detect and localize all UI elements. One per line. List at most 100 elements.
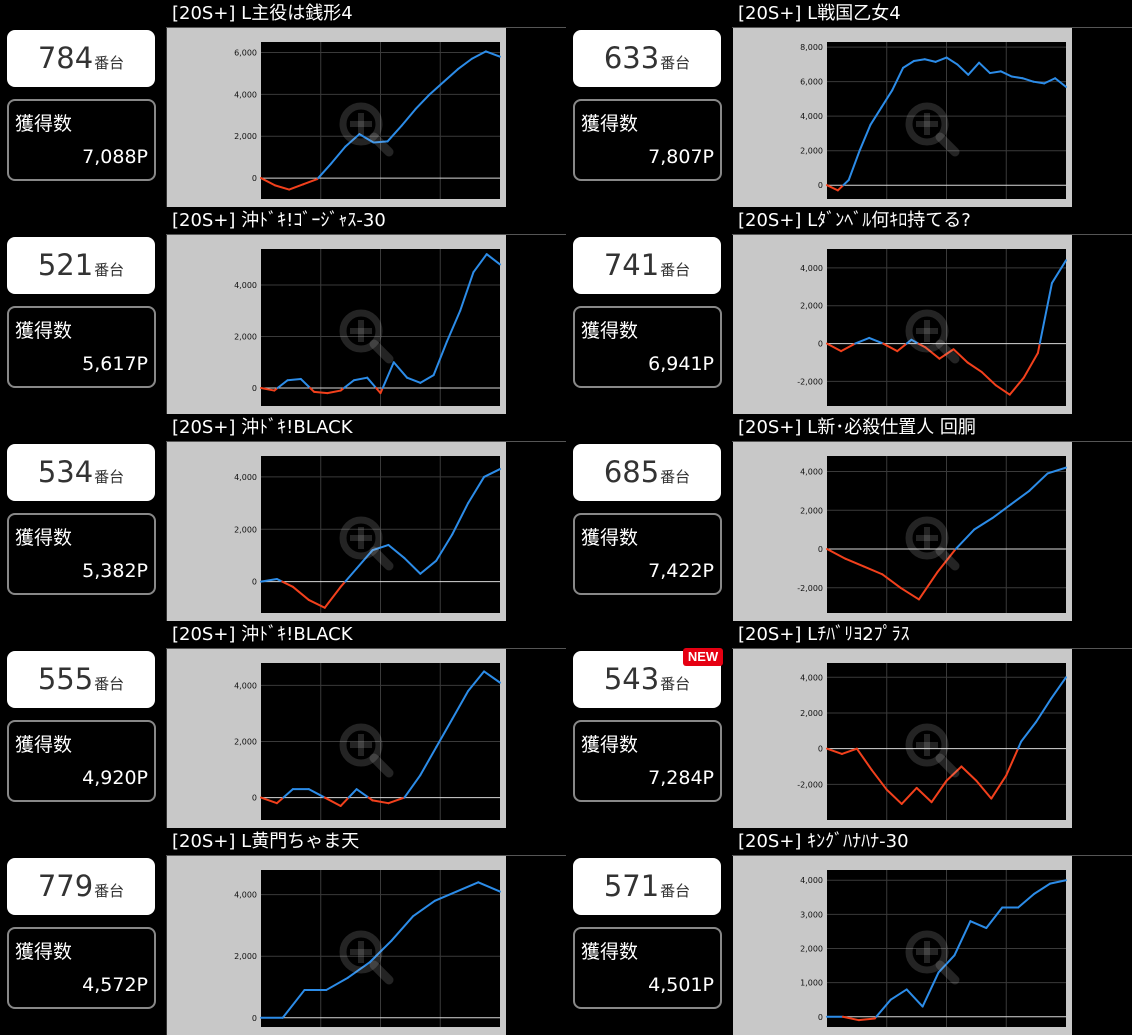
machine-number-box[interactable]: 779番台	[7, 858, 155, 915]
earned-count-box: 獲得数 7,422P	[573, 513, 722, 595]
slump-graph-svg: -2,000 0 2,000 4,000	[797, 663, 1067, 820]
slump-graph[interactable]: -2,000 0 2,000 4,000	[733, 442, 1072, 621]
zoom-in-icon[interactable]	[901, 305, 961, 365]
machine-title[interactable]: [20S+] L新･必殺仕置人 回胴	[738, 417, 976, 438]
machine-unit-633[interactable]: [20S+] L戦国乙女4 633番台 獲得数 7,807P 0 2,000 4,0…	[566, 0, 1132, 207]
machine-number-suffix: 番台	[660, 54, 691, 72]
series-segment	[924, 346, 941, 360]
machine-number-box[interactable]: 534番台	[7, 444, 155, 501]
slump-graph[interactable]: 0 2,000 4,000	[167, 856, 506, 1035]
series-segment	[352, 376, 369, 382]
zoom-in-icon[interactable]	[901, 512, 961, 572]
series-segment	[881, 573, 902, 589]
series-segment	[344, 133, 361, 148]
machine-title[interactable]: [20S+] L戦国乙女4	[738, 3, 901, 24]
series-segment	[956, 63, 970, 76]
earned-count-label: 獲得数	[581, 320, 639, 342]
machine-unit-521[interactable]: [20S+] 沖ﾄﾞｷ!ｺﾞｰｼﾞｬｽ-30 521番台 獲得数 5,617P …	[0, 207, 566, 414]
machine-unit-779[interactable]: [20S+] L黄門ちゃま天 779番台 獲得数 4,572P 0 2,000 4,…	[0, 828, 566, 1035]
earned-count-box: 獲得数 7,284P	[573, 720, 722, 802]
slump-graph[interactable]: -2,000 0 2,000 4,000	[733, 649, 1072, 828]
series-segment	[934, 56, 948, 63]
y-tick-label: -2,000	[797, 377, 823, 386]
series-segment	[844, 557, 865, 568]
earned-count-box: 獲得数 4,501P	[573, 927, 722, 1009]
slump-graph[interactable]: -2,000 0 2,000 4,000	[733, 235, 1072, 414]
zoom-in-icon[interactable]	[901, 98, 961, 158]
title-divider	[166, 27, 566, 28]
series-segment	[842, 179, 850, 187]
machine-title[interactable]: [20S+] Lﾁﾊﾞﾘﾖ2ﾌﾟﾗｽ	[738, 624, 910, 645]
series-segment	[882, 342, 899, 353]
slump-graph[interactable]: 0 2,000 4,000 6,000 8,000	[733, 28, 1072, 207]
column-divider	[166, 856, 167, 1035]
zoom-in-icon[interactable]	[335, 305, 395, 365]
slump-graph[interactable]: 0 2,000 4,000 6,000	[167, 28, 506, 207]
zoom-in-icon[interactable]	[335, 512, 395, 572]
slump-graph-svg: 0 2,000 4,000 6,000	[234, 42, 501, 199]
series-segment	[826, 184, 839, 192]
earned-count-value: 4,920P	[82, 767, 148, 789]
series-segment	[870, 769, 888, 791]
slump-graph[interactable]: 0 2,000 4,000	[167, 649, 506, 828]
series-segment	[344, 567, 358, 583]
machine-unit-571[interactable]: [20S+] ｷﾝｸﾞﾊﾅﾊﾅ-30 571番台 獲得数 4,501P 0 1,0…	[566, 828, 1132, 1035]
machine-number-box[interactable]: 784番台	[7, 30, 155, 87]
slump-graph[interactable]: 0 2,000 4,000	[167, 442, 506, 621]
series-segment	[260, 177, 277, 187]
machine-number-box[interactable]: 633番台	[573, 30, 721, 87]
slump-graph[interactable]: 0 1,000 2,000 3,000 4,000	[733, 856, 1072, 1035]
series-segment	[923, 58, 937, 63]
series-segment	[467, 670, 486, 693]
machine-number-box[interactable]: 685番台	[573, 444, 721, 501]
machine-unit-555[interactable]: [20S+] 沖ﾄﾞｷ!BLACK 555番台 獲得数 4,920P 0 2,00…	[0, 621, 566, 828]
y-tick-label: 4,000	[800, 264, 823, 273]
earned-count-label: 獲得数	[15, 941, 73, 963]
zoom-in-icon[interactable]	[335, 926, 395, 986]
series-segment	[260, 577, 278, 583]
slump-graph[interactable]: 0 2,000 4,000	[167, 235, 506, 414]
y-tick-label: 2,000	[234, 738, 257, 747]
y-tick-label: 3,000	[800, 910, 823, 919]
series-segment	[945, 765, 963, 782]
machine-number: 784	[37, 41, 94, 75]
machine-number-box[interactable]: 741番台	[573, 237, 721, 294]
series-segment	[483, 468, 501, 478]
machine-unit-784[interactable]: [20S+] L主役は銭形4 784番台 獲得数 7,088P 0 2,000 4,…	[0, 0, 566, 207]
machine-title[interactable]: [20S+] 沖ﾄﾞｷ!ｺﾞｰｼﾞｬｽ-30	[172, 210, 386, 231]
machine-number-suffix: 番台	[94, 468, 125, 486]
earned-count-value: 5,382P	[82, 560, 148, 582]
slump-graph-svg: 0 2,000 4,000	[234, 663, 501, 820]
machine-title[interactable]: [20S+] Lﾀﾞﾝﾍﾞﾙ何ｷﾛ持てる?	[738, 210, 971, 231]
machine-unit-543[interactable]: [20S+] Lﾁﾊﾞﾘﾖ2ﾌﾟﾗｽ 543番台 獲得数 7,284P -2,0…	[566, 621, 1132, 828]
machine-title[interactable]: [20S+] ｷﾝｸﾞﾊﾅﾊﾅ-30	[738, 831, 909, 852]
machine-unit-741[interactable]: [20S+] Lﾀﾞﾝﾍﾞﾙ何ｷﾛ持てる? 741番台 獲得数 6,941P -…	[566, 207, 1132, 414]
zoom-in-icon[interactable]	[335, 98, 395, 158]
y-tick-label: 4,000	[234, 891, 257, 900]
machine-unit-534[interactable]: [20S+] 沖ﾄﾞｷ!BLACK 534番台 獲得数 5,382P 0 2,00…	[0, 414, 566, 621]
machine-unit-685[interactable]: [20S+] L新･必殺仕置人 回胴 685番台 獲得数 7,422P -2,0…	[566, 414, 1132, 621]
machine-number: 521	[37, 248, 94, 282]
y-tick-label: 0	[252, 1014, 257, 1023]
machine-title[interactable]: [20S+] L黄門ちゃま天	[172, 831, 360, 852]
series-segment	[433, 890, 458, 902]
zoom-in-icon[interactable]	[901, 926, 961, 986]
series-segment	[868, 336, 885, 345]
series-segment	[339, 580, 347, 588]
series-segment	[985, 906, 1004, 930]
machine-title[interactable]: [20S+] L主役は銭形4	[172, 3, 353, 24]
series-segment	[1035, 697, 1053, 723]
y-tick-label: 2,000	[800, 709, 823, 718]
machine-number-box[interactable]: 571番台	[573, 858, 721, 915]
zoom-in-icon[interactable]	[901, 719, 961, 779]
machine-title[interactable]: [20S+] 沖ﾄﾞｷ!BLACK	[172, 417, 353, 438]
zoom-in-icon[interactable]	[335, 719, 395, 779]
title-divider	[166, 855, 566, 856]
machine-title[interactable]: [20S+] 沖ﾄﾞｷ!BLACK	[172, 624, 353, 645]
machine-number-box[interactable]: 555番台	[7, 651, 155, 708]
y-tick-label: 0	[818, 545, 823, 554]
machine-number-box[interactable]: 521番台	[7, 237, 155, 294]
series-segment	[346, 961, 371, 979]
y-tick-label: 4,000	[800, 468, 823, 477]
machine-number-box[interactable]: 543番台	[573, 651, 721, 708]
